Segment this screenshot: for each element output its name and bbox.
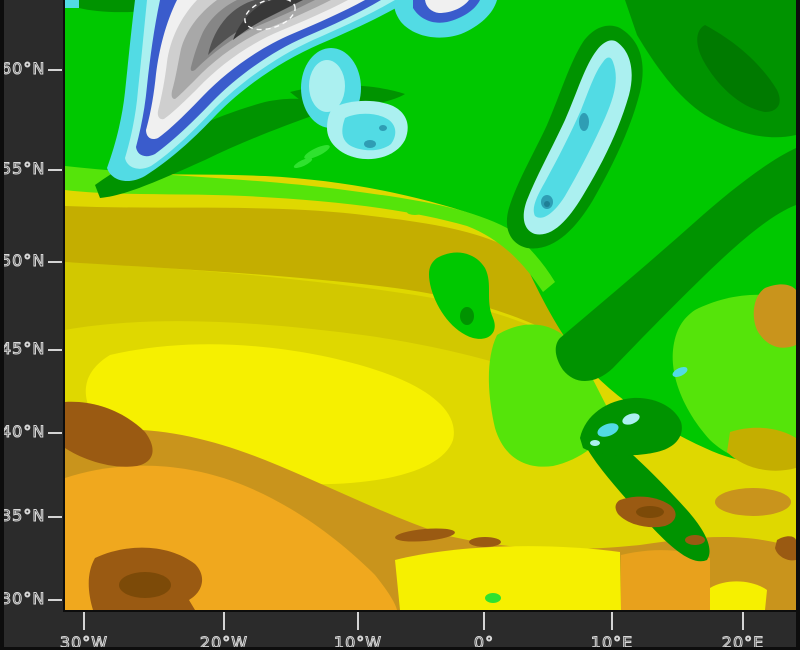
x-axis-tickmark (83, 612, 85, 630)
iceland-cyan-core (342, 113, 396, 151)
x-axis-tickmark (483, 612, 485, 630)
greenland-ice-cap-core (233, 0, 303, 40)
x-axis-label-10w: 10°W (333, 633, 383, 650)
temperature-contour-map (65, 0, 796, 610)
contour-lime-dash-2 (407, 209, 423, 215)
scandinavia-teal-spot-1 (579, 113, 589, 131)
window-edge-left (0, 0, 4, 650)
alps-cyan-spot-2 (622, 413, 640, 425)
scandinavia-cold-band (506, 25, 643, 249)
scandinavia-cyan-core (533, 57, 616, 218)
contour-lime-dash-1 (368, 198, 392, 206)
contour-darkgreen-dot (460, 307, 474, 325)
brown-streak-1 (395, 528, 455, 542)
y-axis-tickmark (48, 432, 62, 434)
y-axis-tickmark (48, 516, 62, 518)
x-axis-tickmark (611, 612, 613, 630)
iceland-arm (319, 99, 335, 111)
brown-west-edge (65, 401, 153, 467)
window-edge-bottom (0, 647, 800, 650)
contour-darkgreen-alps (580, 397, 682, 456)
y-axis-tickmark (48, 261, 62, 263)
icepatch-white (425, 0, 469, 13)
contour-goldenrod-east-edge (753, 284, 796, 348)
contour-goldenrod-anatolia (715, 488, 791, 516)
x-axis-label-20e: 20°E (721, 633, 765, 650)
alps-cyan-spot-3 (590, 440, 600, 446)
greenland-sea-lightcyan-core (309, 60, 345, 112)
alps-cold-spots (580, 367, 688, 456)
y-axis-tickmark (48, 599, 62, 601)
greenland-midgray-ring (190, 0, 315, 71)
carpathian-cyan-spot (672, 367, 688, 377)
lime-streak-2 (293, 157, 313, 169)
iceland-teal-spot-2 (379, 125, 387, 131)
x-axis-label-20w: 20°W (199, 633, 249, 650)
darkbrown-balkan-core (636, 506, 664, 518)
contour-cyan-corner (65, 0, 79, 8)
y-axis-label-45n: 45°N (1, 339, 46, 359)
scandinavia-deep-teal-dot (544, 201, 550, 207)
y-axis-label-50n: 50°N (1, 251, 46, 271)
x-axis-tickmark (742, 612, 744, 630)
darkbrown-core (119, 572, 171, 598)
y-axis-tickmark (48, 349, 62, 351)
contour-deepgreen-northeast (697, 25, 780, 112)
x-axis-tickmark (357, 612, 359, 630)
x-axis-label-10e: 10°E (590, 633, 634, 650)
y-axis-label-35n: 35°N (1, 506, 46, 526)
contour-darkgreen-east-diagonal (555, 148, 796, 382)
contour-darkgreen-crescent (95, 98, 323, 198)
contour-green-france-blob (429, 252, 495, 339)
lime-streak-1 (304, 145, 330, 159)
y-axis-tickmark (48, 69, 62, 71)
y-axis-label-40n: 40°N (1, 422, 46, 442)
y-axis-tickmark (48, 169, 62, 171)
alps-cyan-spot-1 (597, 423, 619, 437)
y-axis-label-55n: 55°N (1, 159, 46, 179)
y-axis-label-30n: 30°N (1, 589, 46, 609)
contour-bright-yellow-southeast (710, 581, 767, 610)
contour-olive-band (65, 262, 587, 390)
x-axis-tickmark (223, 612, 225, 630)
map-plot-area (63, 0, 796, 612)
hot-brown-spots (65, 401, 796, 610)
x-axis-label-0: 0° (473, 633, 495, 650)
lime-dot-bottom (485, 593, 501, 603)
iceland-teal-spot-1 (364, 140, 376, 148)
x-axis-label-30w: 30°W (59, 633, 109, 650)
window-edge-right (796, 0, 800, 650)
contour-europe-greens (290, 85, 796, 471)
brown-streak-2 (469, 537, 501, 547)
greenland-ice-stack (107, 0, 410, 182)
y-axis-label-60n: 60°N (1, 59, 46, 79)
iceland-cold-blob (293, 99, 408, 169)
brown-spot-small (685, 535, 705, 545)
brown-east-edge (775, 536, 796, 561)
contour-orange-south-mid (621, 550, 710, 610)
greenland-darkgray-ring (208, 0, 301, 55)
greenland-dashed-contour (244, 0, 296, 31)
arctic-ice-patch (394, 0, 497, 38)
contour-bright-yellow-south-center (395, 546, 621, 610)
contour-mustard-east-edge (727, 427, 796, 471)
contour-darkgreen-balkans (586, 431, 710, 562)
contour-mustard-band (65, 206, 583, 342)
